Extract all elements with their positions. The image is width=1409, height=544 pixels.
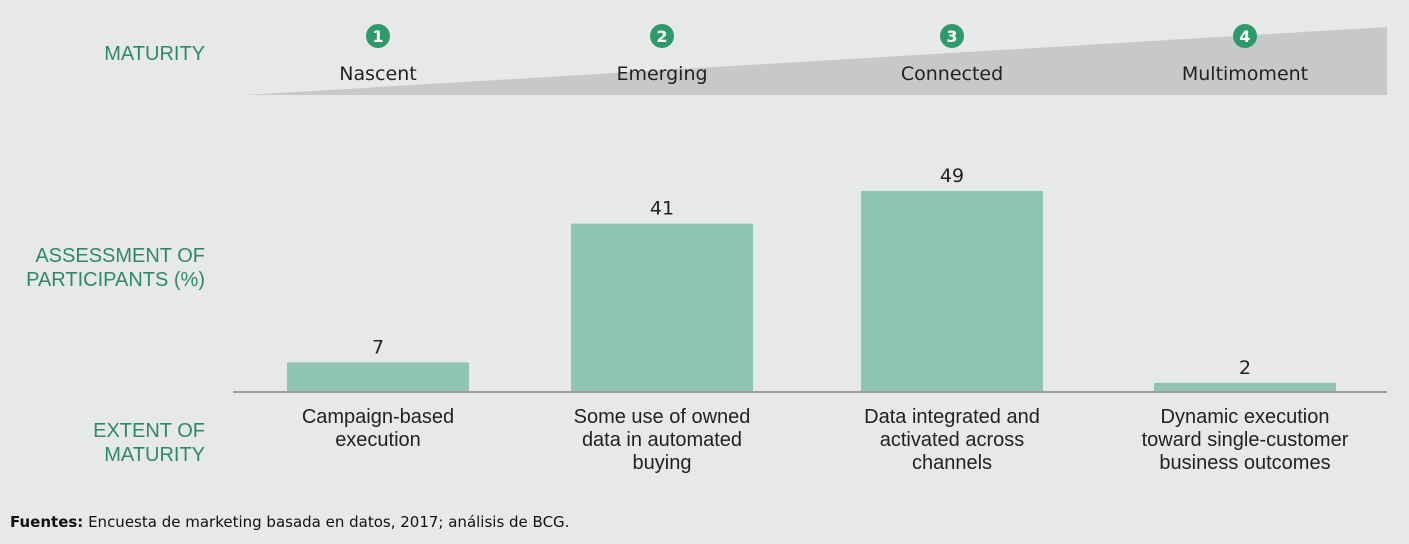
maturity-chart: MATURITY ASSESSMENT OF PARTICIPANTS (%) …: [26, 24, 1387, 474]
value-label-1: 7: [372, 336, 384, 358]
stage-label-2: Emerging: [616, 63, 707, 85]
value-label-4: 2: [1239, 357, 1251, 379]
category-label-1-line2: execution: [335, 429, 421, 451]
extent-label-line2: MATURITY: [104, 444, 205, 466]
category-label-3-line1: Data integrated and: [864, 406, 1040, 428]
stage-badge-4: [1233, 24, 1257, 48]
extent-label-line1: EXTENT OF: [93, 420, 205, 442]
stage-label-4: Multimoment: [1182, 63, 1308, 85]
bar-4: [1154, 382, 1336, 391]
bar-1: [287, 362, 469, 391]
stage-label-3: Connected: [901, 63, 1003, 85]
category-label-4-line1: Dynamic execution: [1161, 406, 1330, 428]
stage-badge-2: [650, 24, 674, 48]
stage-badge-1: [366, 24, 390, 48]
category-label-1-line1: Campaign-based: [302, 406, 454, 428]
category-label-3-line2: activated across: [880, 429, 1025, 451]
maturity-row-label: MATURITY: [104, 43, 205, 65]
category-label-2-line2: data in automated: [582, 429, 742, 451]
source-note: Fuentes: Encuesta de marketing basada en…: [10, 513, 569, 531]
bar-2: [571, 223, 753, 391]
stage-badge-number-2: 2: [656, 27, 667, 46]
category-label-3-line3: channels: [912, 452, 992, 474]
bar-3: [861, 191, 1043, 391]
value-label-3: 49: [940, 165, 964, 187]
assessment-label-line2: PARTICIPANTS (%): [26, 269, 205, 291]
category-label-2-line3: buying: [633, 452, 692, 474]
value-label-2: 41: [650, 198, 674, 220]
category-label-2-line1: Some use of owned: [574, 406, 751, 428]
stage-badge-number-4: 4: [1239, 27, 1250, 46]
assessment-label-line1: ASSESSMENT OF: [35, 245, 205, 267]
stage-badge-number-1: 1: [372, 27, 383, 46]
category-label-4-line3: business outcomes: [1159, 452, 1330, 474]
source-label: Fuentes:: [10, 513, 84, 531]
stage-badge-number-3: 3: [946, 27, 957, 46]
source-text: Encuesta de marketing basada en datos, 2…: [83, 513, 570, 531]
category-label-4-line2: toward single-customer: [1142, 429, 1349, 451]
stage-label-1: Nascent: [339, 63, 416, 85]
stage-badge-3: [940, 24, 964, 48]
maturity-wedge: [245, 27, 1387, 95]
